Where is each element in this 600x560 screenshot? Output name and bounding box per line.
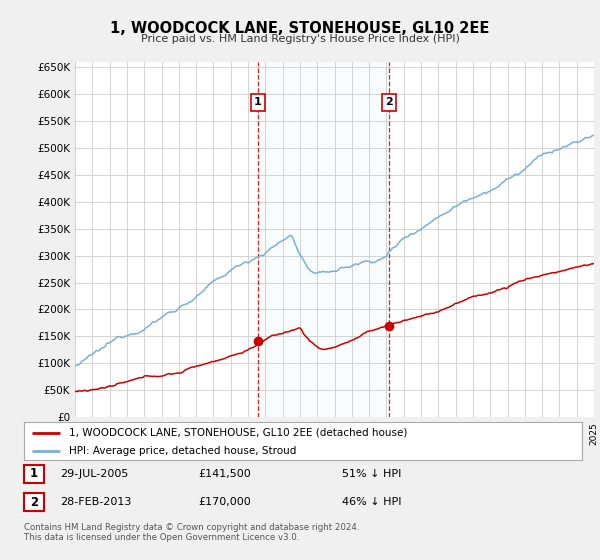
Text: 1: 1 [30, 467, 38, 480]
Text: 2: 2 [30, 496, 38, 509]
Text: 51% ↓ HPI: 51% ↓ HPI [342, 469, 401, 479]
Text: Contains HM Land Registry data © Crown copyright and database right 2024.: Contains HM Land Registry data © Crown c… [24, 523, 359, 532]
Text: 1: 1 [254, 97, 262, 108]
Text: HPI: Average price, detached house, Stroud: HPI: Average price, detached house, Stro… [68, 446, 296, 456]
Text: £170,000: £170,000 [198, 497, 251, 507]
Text: 1, WOODCOCK LANE, STONEHOUSE, GL10 2EE: 1, WOODCOCK LANE, STONEHOUSE, GL10 2EE [110, 21, 490, 36]
Text: 46% ↓ HPI: 46% ↓ HPI [342, 497, 401, 507]
Text: 28-FEB-2013: 28-FEB-2013 [60, 497, 131, 507]
Text: 1, WOODCOCK LANE, STONEHOUSE, GL10 2EE (detached house): 1, WOODCOCK LANE, STONEHOUSE, GL10 2EE (… [68, 428, 407, 438]
Text: Price paid vs. HM Land Registry's House Price Index (HPI): Price paid vs. HM Land Registry's House … [140, 34, 460, 44]
Text: £141,500: £141,500 [198, 469, 251, 479]
Bar [258, 62, 389, 417]
Text: This data is licensed under the Open Government Licence v3.0.: This data is licensed under the Open Gov… [24, 533, 299, 542]
Text: 29-JUL-2005: 29-JUL-2005 [60, 469, 128, 479]
Text: 2: 2 [385, 97, 393, 108]
